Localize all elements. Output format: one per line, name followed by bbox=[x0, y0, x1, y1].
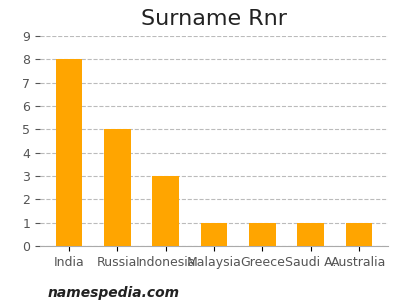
Text: namespedia.com: namespedia.com bbox=[48, 286, 180, 300]
Bar bbox=[201, 223, 227, 246]
Bar bbox=[152, 176, 179, 246]
Bar bbox=[249, 223, 276, 246]
Title: Surname Rnr: Surname Rnr bbox=[141, 9, 287, 29]
Bar bbox=[297, 223, 324, 246]
Bar bbox=[346, 223, 372, 246]
Bar bbox=[56, 59, 82, 246]
Bar bbox=[104, 129, 131, 246]
